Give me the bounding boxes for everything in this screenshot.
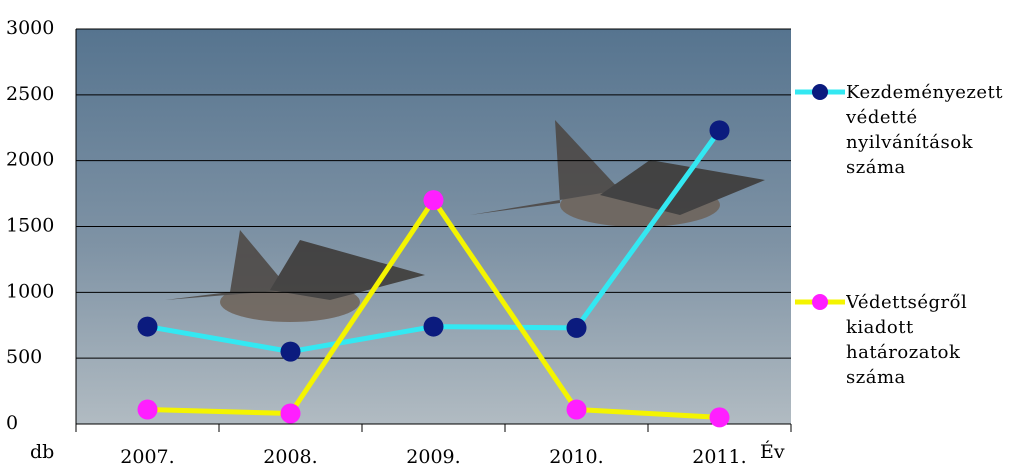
marker bbox=[137, 399, 158, 420]
legend-label: Kezdeményezett védetté nyilvánítások szá… bbox=[846, 82, 1004, 178]
legend-marker bbox=[812, 294, 828, 310]
marker bbox=[709, 120, 730, 141]
marker bbox=[137, 316, 158, 337]
x-tick-label: 2008. bbox=[263, 446, 317, 468]
marker bbox=[280, 403, 301, 424]
y-tick-label: 1000 bbox=[6, 280, 54, 302]
goose-photo bbox=[165, 120, 765, 322]
x-tick-label: 2007. bbox=[120, 446, 174, 468]
marker bbox=[709, 407, 730, 428]
legend-entry: Védettségről kiadott határozatok száma bbox=[846, 292, 968, 388]
marker bbox=[566, 317, 587, 338]
marker bbox=[423, 190, 444, 211]
marker bbox=[280, 341, 301, 362]
y-axis-label: db bbox=[30, 441, 54, 463]
x-tick-label: 2009. bbox=[406, 446, 460, 468]
y-tick-label: 2500 bbox=[6, 83, 54, 105]
x-tick-label: 2010. bbox=[549, 446, 603, 468]
marker bbox=[566, 399, 587, 420]
y-tick-label: 2000 bbox=[6, 149, 54, 171]
x-tick-label: 2011. bbox=[692, 446, 746, 468]
legend-label: Védettségről kiadott határozatok száma bbox=[846, 292, 968, 388]
marker bbox=[423, 316, 444, 337]
legend-entry: Kezdeményezett védetté nyilvánítások szá… bbox=[846, 82, 1004, 178]
legend-marker bbox=[812, 84, 828, 100]
x-axis-label: Év bbox=[760, 440, 785, 463]
y-tick-label: 1500 bbox=[6, 215, 54, 237]
y-tick-label: 3000 bbox=[6, 17, 54, 39]
y-tick-label: 500 bbox=[6, 346, 42, 368]
y-tick-label: 0 bbox=[6, 412, 18, 434]
